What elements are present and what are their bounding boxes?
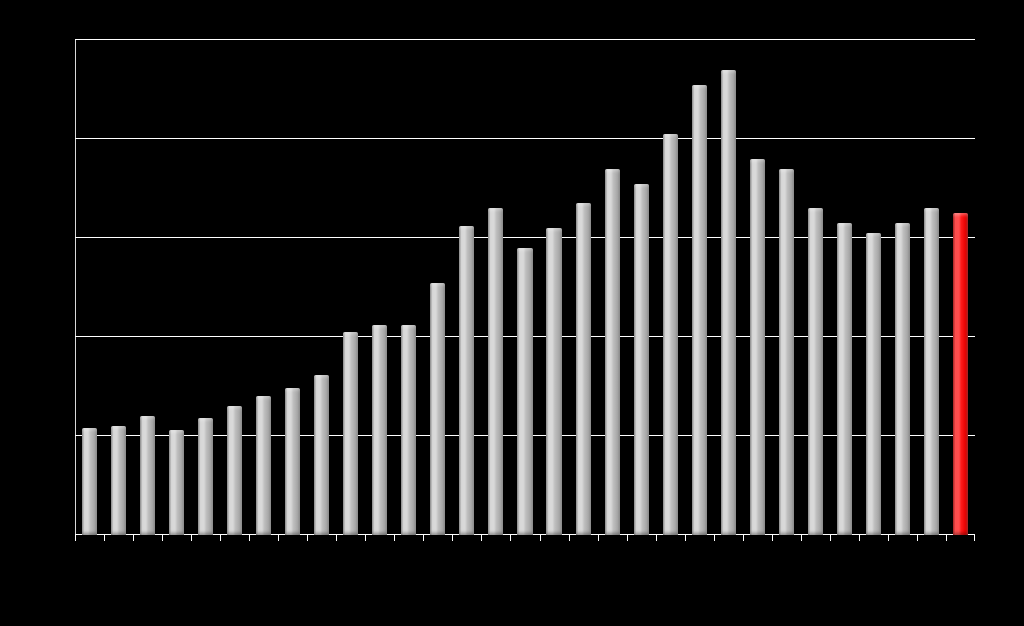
bar-slot: [772, 40, 801, 535]
x-tick: [946, 535, 947, 541]
bar: [169, 430, 184, 535]
bar: [808, 208, 823, 535]
plot-area: [75, 40, 975, 535]
bar-slot: [510, 40, 539, 535]
bar-slot: [162, 40, 191, 535]
bar-slot: [656, 40, 685, 535]
x-tick: [365, 535, 366, 541]
x-tick: [974, 535, 975, 541]
bar: [924, 208, 939, 535]
bar-slot: [365, 40, 394, 535]
x-tick: [801, 535, 802, 541]
bar: [546, 228, 561, 535]
x-tick: [75, 535, 76, 541]
x-tick: [162, 535, 163, 541]
bar: [314, 375, 329, 535]
bar-slot: [191, 40, 220, 535]
x-tick: [423, 535, 424, 541]
bar-slot: [394, 40, 423, 535]
x-tick: [859, 535, 860, 541]
bar-slot: [569, 40, 598, 535]
bar: [576, 203, 591, 535]
bar: [634, 184, 649, 535]
bar: [459, 226, 474, 535]
x-tick: [133, 535, 134, 541]
bar: [866, 233, 881, 535]
x-tick: [917, 535, 918, 541]
bar-slot: [278, 40, 307, 535]
x-tick: [685, 535, 686, 541]
bar-slot: [859, 40, 888, 535]
x-tick: [569, 535, 570, 541]
bar: [401, 325, 416, 535]
bar-slot: [481, 40, 510, 535]
bar: [750, 159, 765, 535]
bar: [517, 248, 532, 535]
bar: [140, 416, 155, 535]
x-tick: [743, 535, 744, 541]
bar: [837, 223, 852, 535]
bar-slot: [830, 40, 859, 535]
bar: [198, 418, 213, 535]
bar: [430, 283, 445, 535]
bar-slot: [133, 40, 162, 535]
bar-slot: [423, 40, 452, 535]
x-tick: [598, 535, 599, 541]
bar-slot: [801, 40, 830, 535]
bar-slot: [307, 40, 336, 535]
x-tick: [104, 535, 105, 541]
bar-slot: [336, 40, 365, 535]
bar-slot: [685, 40, 714, 535]
bar: [721, 70, 736, 535]
bar: [692, 85, 707, 535]
bar-slot: [743, 40, 772, 535]
bar-chart: [75, 40, 975, 535]
bar: [488, 208, 503, 535]
x-tick: [627, 535, 628, 541]
x-tick: [307, 535, 308, 541]
x-tick: [656, 535, 657, 541]
x-tick: [278, 535, 279, 541]
bar: [82, 428, 97, 535]
x-tick: [394, 535, 395, 541]
x-tick: [830, 535, 831, 541]
bar-slot: [888, 40, 917, 535]
bar: [779, 169, 794, 535]
bar-slot: [627, 40, 656, 535]
bar: [285, 388, 300, 535]
bar-slot: [220, 40, 249, 535]
x-tick: [220, 535, 221, 541]
x-tick: [888, 535, 889, 541]
x-tick: [336, 535, 337, 541]
bar: [372, 325, 387, 535]
bar-slot: [104, 40, 133, 535]
bar: [895, 223, 910, 535]
bar: [227, 406, 242, 535]
bar: [663, 134, 678, 535]
bar: [343, 332, 358, 535]
bar-slot: [917, 40, 946, 535]
bar-slot: [946, 40, 975, 535]
x-tick: [452, 535, 453, 541]
x-tick: [249, 535, 250, 541]
bar-slot: [249, 40, 278, 535]
x-tick: [510, 535, 511, 541]
bar: [111, 426, 126, 535]
x-tick: [714, 535, 715, 541]
bar-slot: [75, 40, 104, 535]
bar: [605, 169, 620, 535]
bar-highlight: [953, 213, 968, 535]
x-tick: [191, 535, 192, 541]
x-tick: [772, 535, 773, 541]
x-tick: [481, 535, 482, 541]
bar-slot: [714, 40, 743, 535]
x-tick: [540, 535, 541, 541]
bar-slot: [598, 40, 627, 535]
bar-slot: [540, 40, 569, 535]
bar: [256, 396, 271, 535]
bar-slot: [452, 40, 481, 535]
